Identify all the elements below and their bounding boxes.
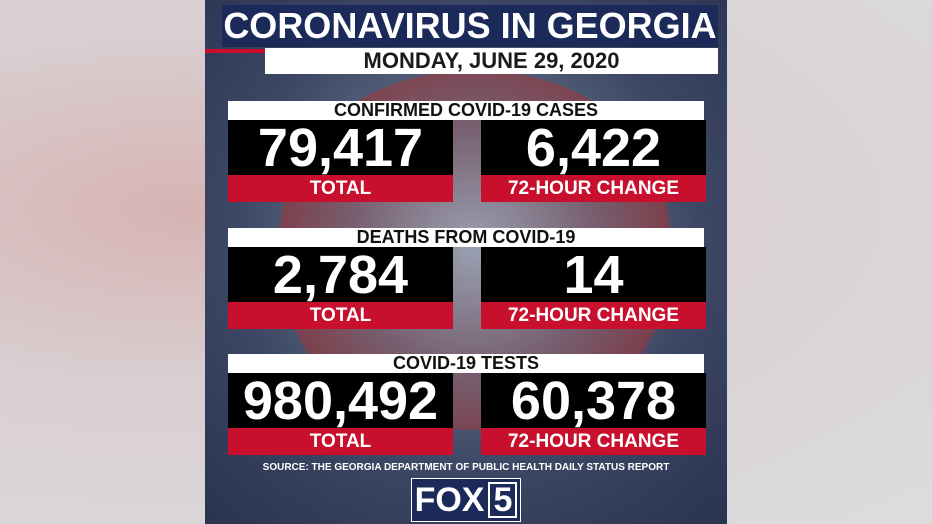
total-value: 980,492 bbox=[228, 371, 453, 431]
logo-number: 5 bbox=[488, 482, 518, 518]
source: SOURCE: THE GEORGIA DEPARTMENT OF PUBLIC… bbox=[262, 461, 670, 473]
section-heading: DEATHS FROM COVID-19 bbox=[228, 227, 704, 247]
total-value: 2,784 bbox=[228, 245, 453, 305]
date: MONDAY, JUNE 29, 2020 bbox=[265, 48, 718, 74]
change-label: 72-HOUR CHANGE bbox=[481, 428, 706, 455]
change-value: 14 bbox=[481, 245, 706, 305]
change-label: 72-HOUR CHANGE bbox=[481, 302, 706, 329]
change-value: 60,378 bbox=[481, 371, 706, 431]
change-value: 6,422 bbox=[481, 118, 706, 178]
logo: FOX 5 bbox=[411, 478, 521, 522]
total-label: TOTAL bbox=[228, 302, 453, 329]
logo-name: FOX bbox=[414, 480, 485, 519]
title: CORONAVIRUS IN GEORGIA bbox=[222, 5, 718, 47]
total-value: 79,417 bbox=[228, 118, 453, 178]
section-heading: COVID-19 TESTS bbox=[228, 353, 704, 373]
total-label: TOTAL bbox=[228, 428, 453, 455]
section-heading: CONFIRMED COVID-19 CASES bbox=[228, 100, 704, 120]
total-label: TOTAL bbox=[228, 175, 453, 202]
change-label: 72-HOUR CHANGE bbox=[481, 175, 706, 202]
accent-line bbox=[205, 49, 265, 53]
